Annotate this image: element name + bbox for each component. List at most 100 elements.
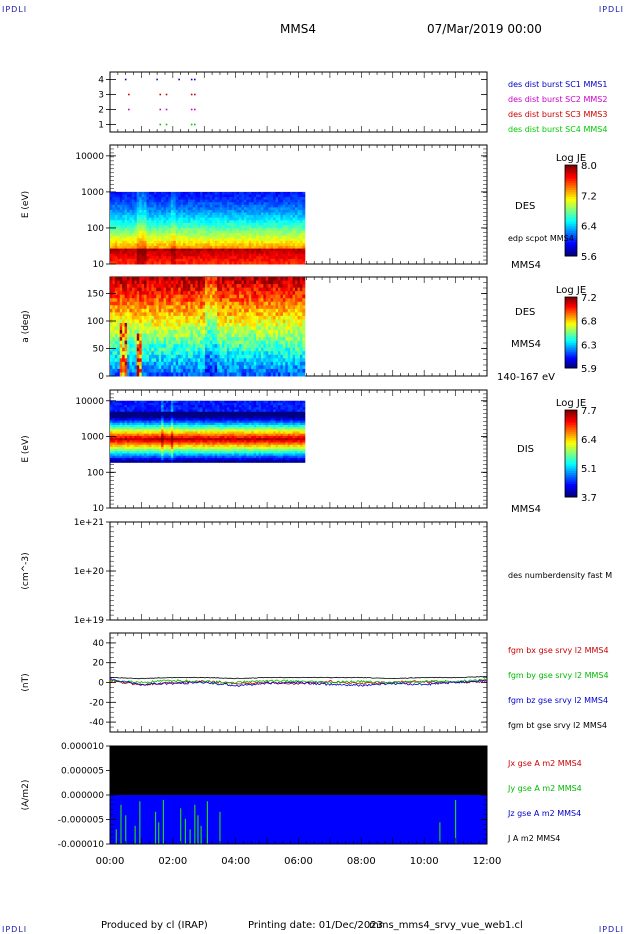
des-energy-spectrogram-cell (219, 261, 223, 265)
des-pitch-spectrogram-cell (114, 347, 118, 352)
des-energy-spectrogram-cell (119, 222, 123, 226)
des-pitch-spectrogram-cell (258, 365, 262, 370)
des-energy-spectrogram-cell (287, 235, 291, 239)
des-energy-spectrogram-cell (251, 251, 255, 255)
des-energy-spectrogram-cell (251, 199, 255, 203)
des-energy-spectrogram-cell (183, 258, 186, 262)
des-pitch-spectrogram-cell (183, 294, 186, 299)
des-energy-spectrogram-cell (180, 258, 184, 262)
des-energy-spectrogram-cell (299, 217, 303, 221)
des-pitch-spectrogram-cell (195, 308, 199, 313)
des-pitch-spectrogram-cell (156, 322, 160, 327)
des-energy-spectrogram-cell (278, 197, 281, 201)
des-pitch-spectrogram-cell (127, 301, 130, 306)
des-pitch-spectrogram-cell (192, 361, 196, 366)
des-energy-spectrogram-cell (241, 230, 245, 234)
des-pitch-spectrogram-cell (202, 284, 206, 289)
des-pitch-spectrogram-cell (219, 284, 223, 289)
des-pitch-spectrogram-cell (224, 312, 228, 317)
des-pitch-spectrogram-cell (148, 301, 152, 306)
des-energy-spectrogram-cell (297, 235, 301, 239)
des-pitch-spectrogram-cell (246, 298, 250, 303)
des-energy-spectrogram-cell (148, 240, 152, 244)
des-energy-spectrogram-cell (122, 209, 126, 214)
des-energy-ylabel: E (eV) (21, 191, 31, 218)
des-pitch-spectrogram-cell (280, 280, 284, 285)
des-pitch-spectrogram-cell (148, 326, 152, 331)
des-pitch-spectrogram-cell (260, 361, 264, 366)
des-pitch-spectrogram-cell (295, 344, 298, 349)
des-pitch-spectrogram-cell (187, 354, 191, 359)
des-pitch-spectrogram-cell (229, 294, 233, 299)
des-energy-spectrogram-cell (265, 197, 269, 201)
des-energy-spectrogram-cell (265, 212, 269, 216)
des-energy-spectrogram-cell (114, 194, 118, 198)
des-energy-spectrogram-cell (183, 235, 186, 239)
des-pitch-spectrogram-cell (141, 347, 145, 352)
des-pitch-spectrogram-cell (156, 340, 160, 345)
des-pitch-spectrogram-cell (187, 284, 191, 289)
des-energy-spectrogram-cell (127, 245, 130, 250)
des-energy-spectrogram-cell (285, 248, 289, 252)
des-pitch-spectrogram-cell (200, 280, 204, 285)
des-pitch-spectrogram-cell (136, 284, 140, 289)
des-energy-spectrogram-cell (236, 194, 240, 198)
des-energy-spectrogram-cell (202, 209, 206, 214)
des-pitch-spectrogram-cell (183, 347, 186, 352)
des-pitch-spectrogram-cell (129, 287, 133, 292)
des-pitch-spectrogram-cell (124, 340, 128, 345)
des-pitch-spectrogram-cell (153, 319, 157, 324)
des-pitch-spectrogram-cell (302, 351, 306, 356)
des-energy-spectrogram-cell (195, 199, 199, 203)
des-pitch-spectrogram-cell (224, 305, 228, 310)
des-pitch-spectrogram-cell (158, 298, 162, 303)
des-energy-spectrogram-cell (260, 202, 264, 206)
des-pitch-spectrogram-cell (243, 301, 247, 306)
des-pitch-spectrogram-cell (122, 319, 126, 324)
des-energy-spectrogram-cell (229, 238, 233, 242)
des-pitch-spectrogram-cell (124, 365, 128, 370)
des-pitch-spectrogram-cell (263, 330, 267, 335)
des-energy-spectrogram-cell (200, 261, 204, 265)
des-pitch-spectrogram-cell (212, 365, 216, 370)
des-energy-spectrogram-cell (183, 202, 186, 206)
des-energy-spectrogram-cell (234, 209, 238, 214)
des-pitch-spectrogram-cell (114, 326, 118, 331)
des-pitch-spectrogram-cell (158, 322, 162, 327)
des-pitch-spectrogram-cell (239, 361, 242, 366)
des-pitch-spectrogram-cell (287, 298, 291, 303)
des-energy-spectrogram-cell (239, 245, 242, 250)
des-energy-spectrogram-cell (161, 194, 165, 198)
des-pitch-spectrogram-cell (292, 312, 296, 317)
des-pitch-spectrogram-cell (202, 361, 206, 366)
des-energy-spectrogram-cell (202, 261, 206, 265)
des-energy-spectrogram-cell (258, 243, 262, 247)
des-energy-spectrogram-cell (246, 261, 250, 265)
des-energy-spectrogram-cell (217, 225, 221, 229)
des-energy-spectrogram-cell (290, 227, 294, 232)
des-pitch-spectrogram-cell (127, 308, 130, 313)
des-energy-spectrogram-cell (166, 245, 169, 250)
des-energy-spectrogram-cell (195, 220, 199, 224)
des-pitch-spectrogram-cell (204, 291, 208, 296)
des-pitch-spectrogram-cell (136, 326, 140, 331)
des-pitch-spectrogram-cell (134, 298, 138, 303)
des-energy-spectrogram-cell (268, 235, 272, 239)
des-pitch-spectrogram-cell (185, 312, 189, 317)
des-energy-spectrogram-cell (222, 217, 225, 221)
des-pitch-spectrogram-cell (183, 354, 186, 359)
des-pitch-spectrogram-cell (156, 280, 160, 285)
des-energy-spectrogram-cell (212, 251, 216, 255)
des-energy-spectrogram-cell (260, 209, 264, 214)
des-energy-spectrogram-cell (292, 251, 296, 255)
des-energy-spectrogram-cell (168, 217, 172, 221)
des-energy-spectrogram-cell (129, 235, 133, 239)
des-pitch-spectrogram-cell (163, 277, 167, 282)
des-energy-spectrogram-cell (251, 243, 255, 247)
des-energy-spectrogram-cell (112, 253, 116, 257)
des-energy-spectrogram-cell (217, 194, 221, 198)
des-pitch-spectrogram-cell (168, 308, 172, 313)
des-pitch-spectrogram-cell (229, 326, 233, 331)
des-energy-spectrogram-cell (173, 253, 177, 257)
des-pitch-spectrogram-cell (204, 308, 208, 313)
